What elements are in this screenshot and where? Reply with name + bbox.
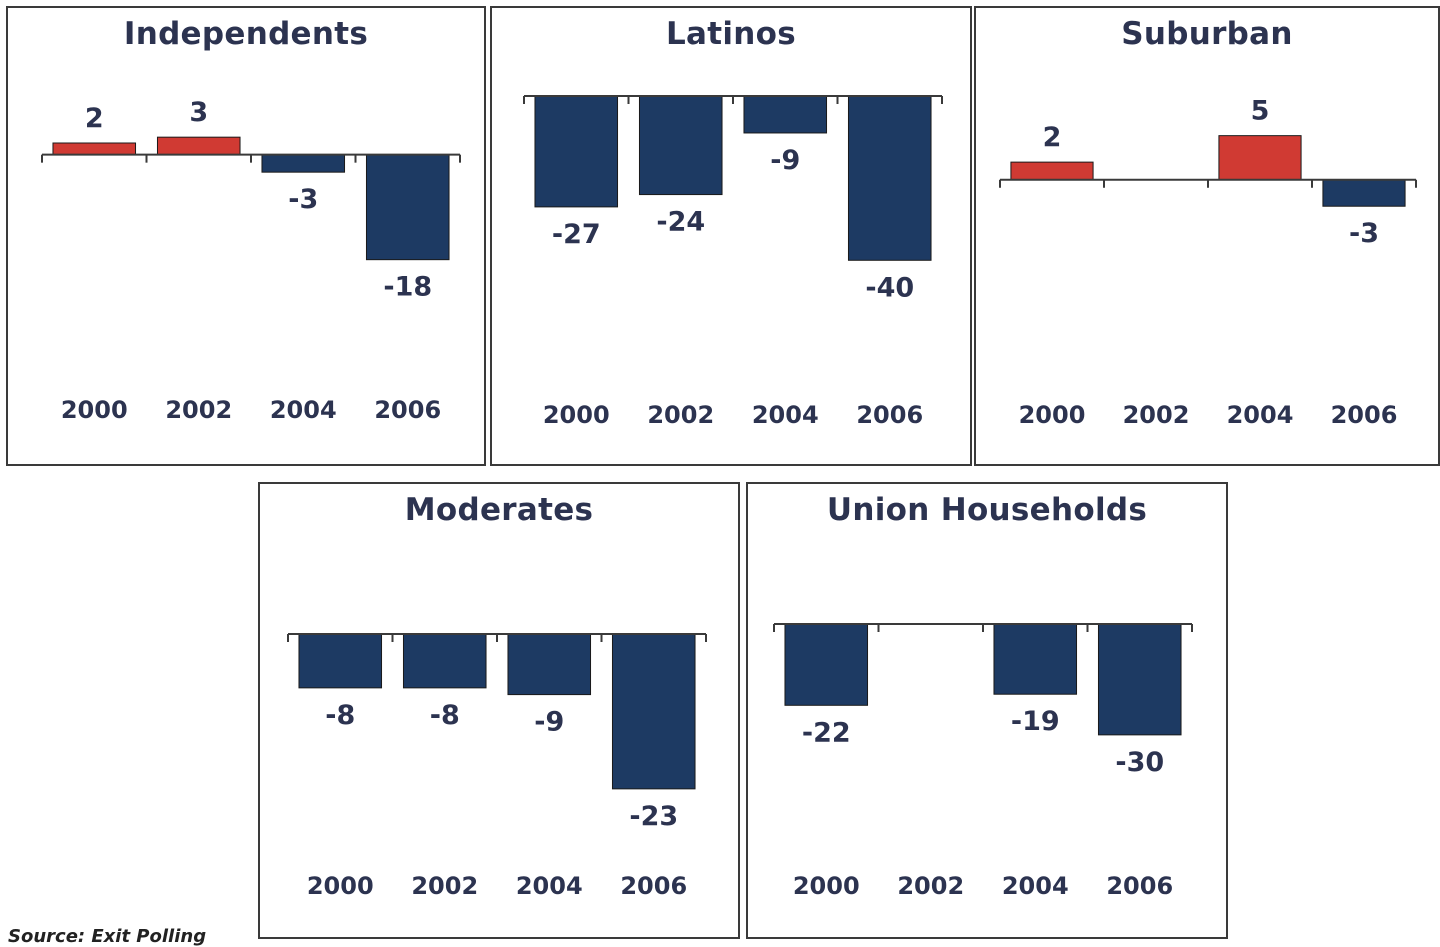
x-tick-label: 2006	[856, 401, 923, 429]
chart-panel-union-households: Union Households -22 2000 2002 -19 2004 -30 20…	[746, 482, 1228, 939]
data-label: -9	[534, 707, 564, 738]
data-label: -22	[802, 717, 851, 748]
x-tick-label: 2006	[374, 396, 441, 424]
data-label: 3	[189, 97, 208, 128]
bar	[1218, 135, 1302, 181]
bar	[847, 95, 932, 261]
bar-chart-suburban: 2 2000 2002 5 2004 -3 2006	[999, 96, 1417, 429]
x-tick-label: 2002	[411, 872, 478, 900]
x-tick-label: 2002	[165, 396, 232, 424]
bar	[743, 95, 828, 134]
chart-panel-moderates: Moderates -8 2000 -8 2002 -9 2004 -23 2006	[258, 482, 740, 939]
chart-title: Suburban	[1121, 16, 1293, 52]
data-label: 5	[1251, 96, 1270, 127]
bar	[1097, 623, 1182, 736]
chart-title: Independents	[123, 16, 369, 52]
bar-chart-latinos: -27 2000 -24 2002 -9 2004 -40 2006	[523, 95, 943, 429]
bar	[1322, 179, 1406, 207]
bar	[638, 95, 723, 196]
data-label: 2	[1043, 122, 1062, 153]
data-label: 2	[85, 103, 104, 134]
data-label: -18	[383, 272, 432, 303]
chart-panel-latinos: Latinos -27 2000 -24 2002 -9 2004 -40 2006	[490, 6, 972, 466]
data-label: -40	[865, 272, 914, 303]
x-tick-label: 2002	[897, 872, 964, 900]
x-tick-label: 2000	[793, 872, 860, 900]
data-label: -19	[1011, 706, 1060, 737]
data-label: -27	[552, 219, 601, 250]
x-tick-label: 2006	[620, 872, 687, 900]
x-tick-label: 2004	[1002, 872, 1069, 900]
data-label: -8	[325, 700, 355, 731]
bar-chart-moderates: -8 2000 -8 2002 -9 2004 -23 2006	[287, 633, 707, 900]
bar	[261, 154, 346, 173]
bar	[402, 633, 487, 689]
bar	[993, 623, 1078, 695]
data-label: -3	[288, 184, 318, 215]
source-note: Source: Exit Polling	[8, 926, 207, 947]
chart-title: Moderates	[404, 492, 594, 528]
bar	[534, 95, 619, 208]
chart-title: Union Households	[826, 492, 1148, 528]
bar	[365, 154, 450, 261]
x-tick-label: 2004	[270, 396, 337, 424]
x-tick-label: 2000	[307, 872, 374, 900]
bar	[156, 136, 241, 156]
x-tick-label: 2002	[647, 401, 714, 429]
x-tick-label: 2002	[1123, 401, 1190, 429]
x-tick-label: 2000	[61, 396, 128, 424]
x-tick-label: 2006	[1106, 872, 1173, 900]
data-label: -9	[770, 145, 800, 176]
x-tick-label: 2004	[1227, 401, 1294, 429]
bar	[52, 142, 137, 156]
data-label: -24	[656, 207, 705, 238]
x-tick-label: 2000	[1019, 401, 1086, 429]
data-label: -8	[430, 700, 460, 731]
bar	[298, 633, 383, 689]
chart-panel-independents: Independents 2 2000 3 2002 -3 2004 -18 2006	[6, 6, 486, 466]
x-tick-label: 2006	[1331, 401, 1398, 429]
data-label: -30	[1115, 747, 1164, 778]
bar-chart-union-households: -22 2000 2002 -19 2004 -30 2006	[773, 623, 1193, 900]
x-tick-label: 2004	[516, 872, 583, 900]
bar-chart-independents: 2 2000 3 2002 -3 2004 -18 2006	[41, 97, 461, 424]
bar	[611, 633, 696, 790]
bar	[507, 633, 592, 696]
chart-panel-suburban: Suburban 2 2000 2002 5 2004 -3 2006	[974, 6, 1440, 466]
chart-title: Latinos	[665, 16, 797, 52]
data-label: -23	[629, 801, 678, 832]
bar	[784, 623, 869, 706]
bar	[1010, 161, 1094, 181]
data-label: -3	[1349, 218, 1379, 249]
x-tick-label: 2000	[543, 401, 610, 429]
x-tick-label: 2004	[752, 401, 819, 429]
